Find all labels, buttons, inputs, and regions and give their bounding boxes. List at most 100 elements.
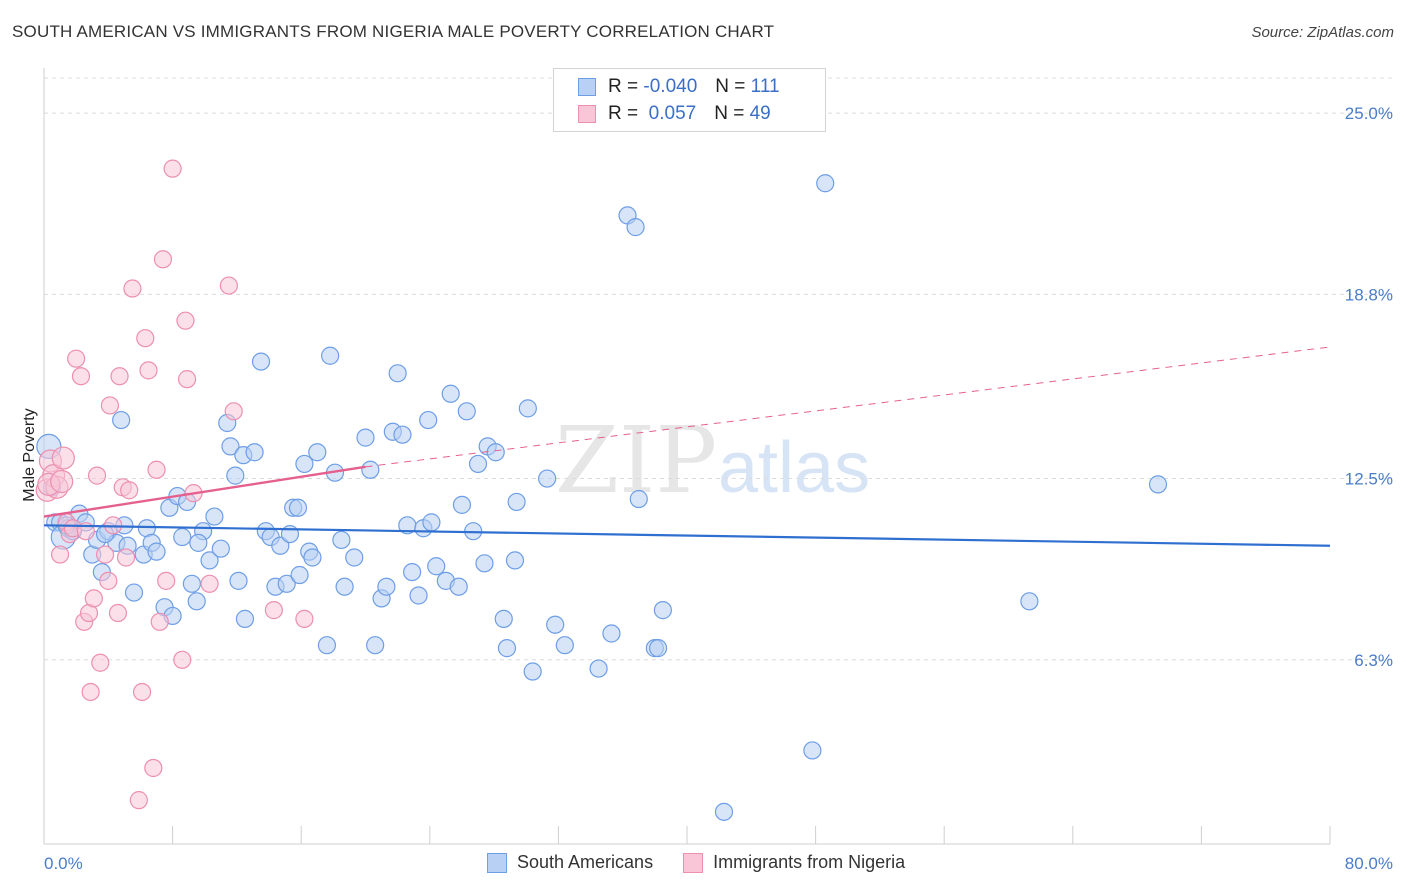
point-south-americans (361, 460, 380, 479)
point-south-americans (816, 174, 835, 193)
y-tick-label: 25.0% (1345, 104, 1393, 123)
point-south-americans (546, 615, 565, 634)
point-south-americans (288, 498, 308, 517)
point-nigeria (110, 367, 129, 386)
x-tick-label: 80.0% (1345, 854, 1393, 873)
legend-label: South Americans (517, 852, 654, 872)
blue-swatch-icon (487, 852, 507, 873)
point-south-americans (377, 577, 396, 596)
point-south-americans (468, 454, 488, 474)
point-south-americans (173, 527, 192, 547)
point-nigeria (173, 650, 192, 669)
point-south-americans (321, 346, 340, 365)
point-south-americans (497, 639, 517, 658)
legend-row-nigeria: R = 0.057 N = 49 (578, 101, 771, 127)
point-south-americans (277, 574, 296, 593)
point-nigeria (50, 545, 70, 564)
point-south-americans (449, 577, 468, 596)
point-nigeria (100, 396, 120, 415)
point-south-americans (538, 469, 557, 488)
point-nigeria (139, 361, 158, 380)
r-value: 0.057 (643, 103, 697, 124)
point-south-americans (295, 454, 314, 474)
point-south-americans (124, 583, 144, 602)
point-south-americans (626, 218, 645, 237)
trend-line-nigeria (43, 465, 366, 518)
point-nigeria (99, 571, 118, 590)
point-nigeria (67, 349, 86, 368)
legend-item-south-americans[interactable]: South Americans (487, 852, 653, 873)
point-nigeria (132, 682, 152, 702)
point-south-americans (494, 609, 513, 628)
point-south-americans (523, 662, 542, 681)
point-south-americans (475, 554, 494, 573)
series-legend: South Americans Immigrants from Nigeria (487, 852, 935, 873)
trend-extension-nigeria (365, 346, 1331, 468)
point-south-americans (555, 636, 574, 655)
point-south-americans (602, 624, 621, 643)
point-south-americans (221, 437, 240, 456)
point-south-americans (409, 586, 428, 605)
point-south-americans (356, 428, 375, 447)
gridlines (44, 77, 1392, 661)
point-south-americans (505, 551, 525, 570)
blue-swatch-icon (578, 78, 596, 96)
point-south-americans (211, 539, 230, 558)
point-nigeria (264, 601, 283, 620)
point-south-americans (648, 639, 668, 658)
point-south-americans (345, 548, 364, 567)
point-nigeria (153, 250, 173, 269)
point-south-americans (271, 536, 290, 555)
point-south-americans (419, 410, 438, 430)
point-nigeria (84, 589, 103, 608)
point-south-americans (317, 636, 337, 655)
point-south-americans (226, 466, 245, 485)
point-south-americans (629, 489, 648, 509)
y-axis-label: Male Poverty (21, 408, 38, 501)
tick-labels: 6.3% 12.5% 18.8% 25.0% 0.0% 80.0% (44, 104, 1393, 873)
point-south-americans (422, 513, 441, 532)
point-south-americans (441, 384, 460, 403)
point-south-americans (245, 443, 264, 462)
y-tick-label: 6.3% (1354, 651, 1393, 670)
point-south-americans (486, 443, 505, 462)
point-south-americans (714, 802, 734, 821)
point-nigeria (136, 329, 155, 348)
n-value: 49 (749, 103, 771, 124)
legend-item-nigeria[interactable]: Immigrants from Nigeria (683, 852, 905, 873)
point-south-americans (452, 495, 472, 514)
point-nigeria (123, 279, 142, 298)
point-south-americans (457, 402, 476, 421)
point-nigeria (129, 791, 148, 810)
chart-title: SOUTH AMERICAN VS IMMIGRANTS FROM NIGERI… (12, 22, 775, 41)
point-south-americans (200, 551, 219, 570)
n-label: N = (715, 76, 746, 97)
point-south-americans (507, 492, 526, 512)
watermark: ZIP atlas (555, 407, 870, 514)
point-south-americans (205, 507, 224, 526)
r-label: R = (608, 103, 639, 124)
point-south-americans (147, 542, 166, 561)
point-south-americans (518, 399, 537, 418)
point-south-americans (332, 530, 351, 550)
point-nigeria (50, 469, 74, 494)
y-tick-label: 18.8% (1345, 285, 1393, 304)
point-nigeria (95, 545, 115, 564)
point-south-americans (229, 571, 248, 590)
point-south-americans (403, 562, 422, 582)
legend-row-south-americans: R = -0.040 N = 111 (578, 74, 780, 100)
trend-line-south-americans (43, 524, 1331, 547)
point-nigeria (108, 603, 128, 623)
point-south-americans (1148, 475, 1168, 494)
point-nigeria (219, 276, 238, 295)
n-value: 111 (750, 76, 780, 97)
point-south-americans (308, 443, 327, 462)
point-nigeria (81, 682, 100, 702)
n-label: N = (714, 103, 745, 124)
watermark-atlas: atlas (718, 428, 870, 508)
r-label: R = (608, 76, 639, 97)
point-south-americans (290, 565, 309, 585)
point-nigeria (163, 159, 182, 178)
point-nigeria (51, 446, 75, 470)
